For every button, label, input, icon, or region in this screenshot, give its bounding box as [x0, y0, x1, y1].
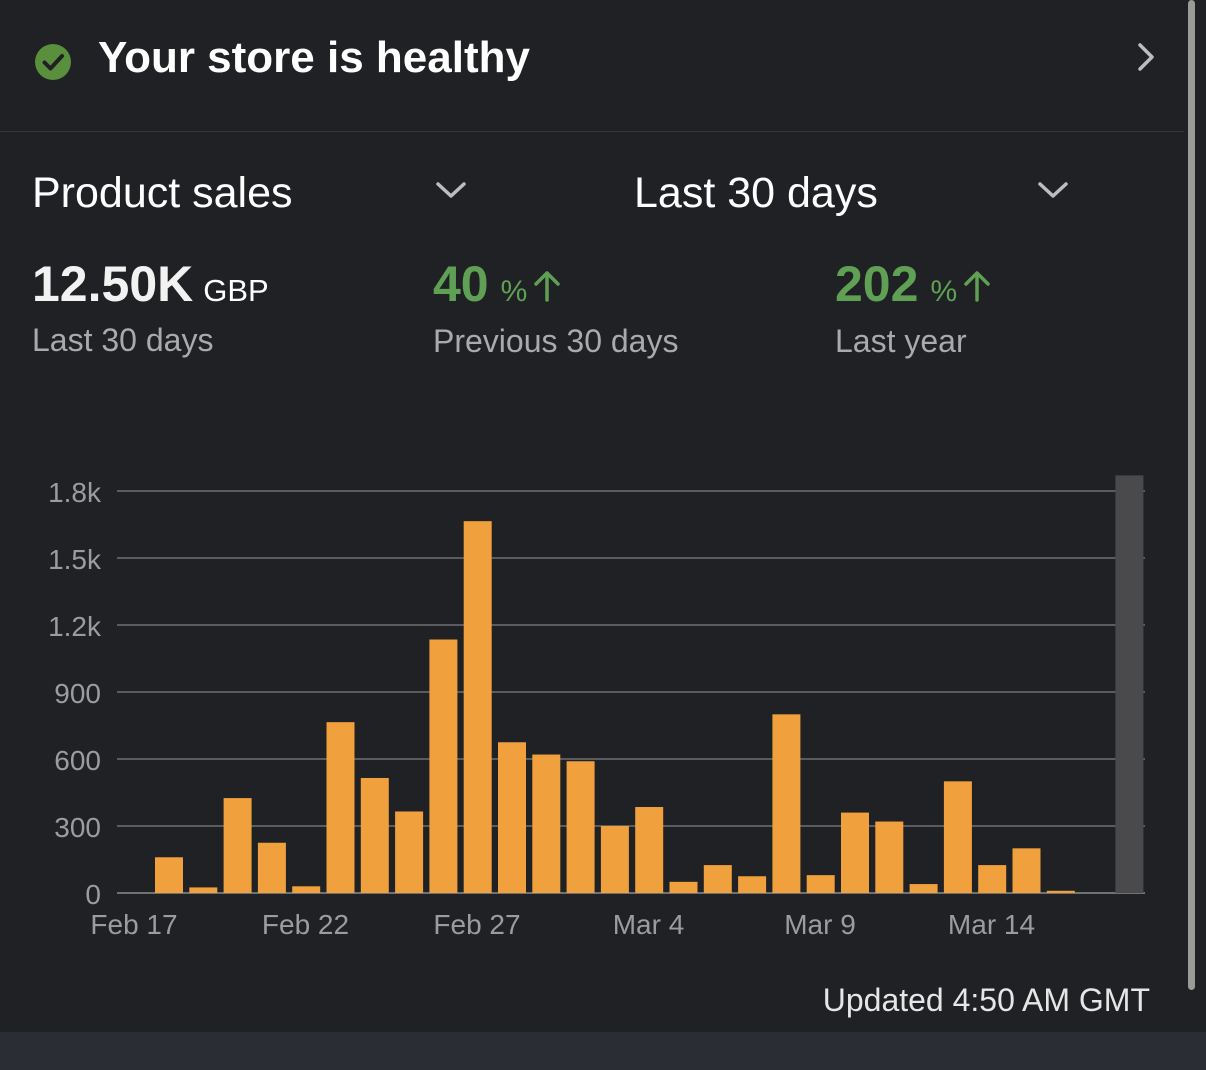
sales-bar [978, 865, 1007, 893]
bottom-divider-strip [0, 1032, 1206, 1070]
y-tick-label: 600 [54, 745, 101, 776]
sales-bar [635, 807, 664, 893]
previous-period-metric: 40% Previous 30 days [433, 255, 678, 360]
store-health-card: Your store is healthy Product sales Last… [0, 0, 1184, 1018]
previous-period-label: Previous 30 days [433, 323, 679, 359]
sales-bar [909, 884, 938, 893]
arrow-up-icon [964, 271, 990, 302]
store-health-title: Your store is healthy [98, 33, 530, 82]
chevron-down-icon [1038, 182, 1068, 198]
y-tick-label: 0 [85, 879, 101, 910]
sales-bar [189, 887, 218, 893]
x-tick-label: Mar 14 [948, 909, 1035, 940]
arrow-up-icon [534, 271, 561, 302]
sales-bar [257, 842, 286, 893]
sales-bar [463, 521, 492, 893]
percent-unit: % [930, 275, 958, 308]
sales-bar [532, 754, 561, 893]
x-tick-label: Feb 27 [433, 909, 520, 940]
y-tick-label: 1.5k [48, 544, 102, 575]
sales-bar [429, 639, 458, 893]
sales-bar [738, 876, 767, 893]
x-tick-label: Mar 9 [784, 909, 856, 940]
sales-bar [669, 881, 698, 893]
chevron-right-icon[interactable] [1132, 40, 1160, 74]
total-sales-label: Last 30 days [32, 322, 214, 358]
check-circle-icon [35, 44, 71, 80]
store-health-header[interactable]: Your store is healthy [0, 0, 1184, 132]
sales-bar [498, 742, 526, 893]
currency-unit: GBP [203, 273, 269, 308]
last-year-value: 202 [835, 256, 919, 312]
sales-bar [155, 857, 183, 893]
chevron-down-icon [436, 182, 466, 198]
highlight-bar [1115, 475, 1144, 893]
y-tick-label: 900 [54, 678, 101, 709]
previous-period-value: 40 [433, 256, 489, 312]
sales-bar [360, 777, 389, 893]
last-year-metric: 202% Last year [835, 255, 993, 360]
sales-bar [943, 781, 972, 893]
last-updated-text: Updated 4:50 AM GMT [822, 982, 1150, 1018]
y-tick-label: 1.2k [48, 611, 102, 642]
sales-bar [600, 826, 629, 893]
scrollbar[interactable] [1188, 0, 1195, 990]
sales-bar [566, 761, 595, 893]
y-tick-label: 300 [54, 812, 101, 843]
metric-dropdown-label: Product sales [32, 169, 293, 217]
x-tick-label: Feb 17 [90, 909, 177, 940]
sales-bar [326, 722, 355, 893]
total-sales-metric: 12.50K GBP Last 30 days [32, 255, 269, 359]
sales-bar [1046, 890, 1075, 893]
sales-bar [841, 812, 869, 893]
sales-bar [223, 798, 252, 893]
sales-bar [703, 865, 732, 893]
sales-bar [772, 714, 801, 893]
last-year-label: Last year [835, 323, 967, 359]
sales-bar [1012, 848, 1041, 893]
range-dropdown-label: Last 30 days [634, 169, 878, 217]
percent-unit: % [500, 275, 528, 308]
sales-bar [292, 886, 321, 893]
sales-bar [875, 821, 904, 893]
sales-bar-chart[interactable]: 0 300 600 900 1.2k 1.5k 1.8k Feb 17 Feb 22 Feb 27… [0, 440, 1184, 960]
x-tick-label: Feb 22 [262, 909, 349, 940]
sales-bar [395, 811, 424, 893]
metric-dropdown[interactable]: Product sales [32, 165, 472, 225]
total-sales-value: 12.50K [32, 256, 194, 312]
sales-bar [806, 875, 835, 893]
x-tick-label: Mar 4 [613, 909, 685, 940]
range-dropdown[interactable]: Last 30 days [634, 165, 1074, 225]
y-tick-label: 1.8k [48, 477, 102, 508]
